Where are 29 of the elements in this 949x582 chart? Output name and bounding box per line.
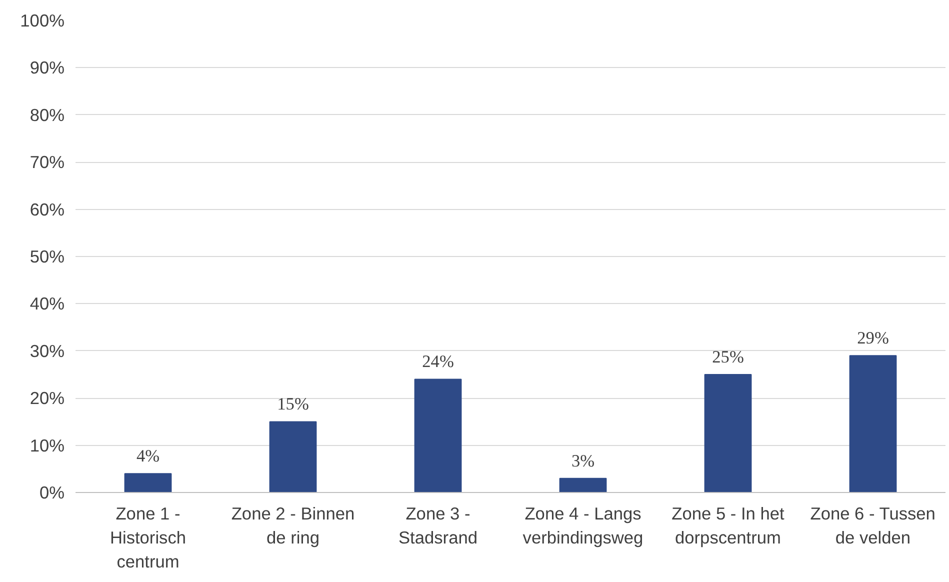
x-tick-label: Zone 5 - In het dorpscentrum (672, 504, 785, 548)
y-tick-label: 90% (30, 58, 65, 78)
bar (704, 374, 752, 492)
bar (269, 421, 317, 492)
y-tick-label: 0% (39, 482, 64, 502)
data-label: 3% (571, 451, 595, 470)
bar (414, 378, 462, 492)
y-tick-label: 30% (30, 340, 65, 361)
data-label: 15% (277, 394, 309, 414)
x-tick-label: Zone 2 - Binnen de ring (231, 504, 355, 548)
y-tick-label: 50% (30, 246, 65, 266)
y-tick-label: 60% (30, 199, 65, 220)
x-tick-label: Zone 6 - Tussen de velden (810, 504, 936, 548)
y-tick-label: 70% (30, 152, 65, 172)
data-label: 4% (136, 446, 160, 466)
bar (559, 478, 607, 492)
y-tick-label: 20% (30, 388, 65, 408)
y-tick-label: 80% (30, 104, 65, 125)
x-tick-label: Zone 3 - Stadsrand (398, 504, 478, 548)
data-label: 25% (712, 348, 744, 366)
data-label: 24% (422, 352, 454, 372)
y-tick-label: 100% (20, 10, 65, 30)
bar (849, 355, 897, 492)
bar (124, 473, 172, 492)
x-tick-label: Zone 1 - Historisch centrum (110, 504, 186, 572)
y-tick-label: 10% (30, 435, 65, 456)
y-tick-label: 40% (30, 294, 65, 314)
data-label: 29% (857, 328, 889, 348)
x-tick-label: Zone 4 - Langs verbindingsweg (522, 504, 644, 548)
